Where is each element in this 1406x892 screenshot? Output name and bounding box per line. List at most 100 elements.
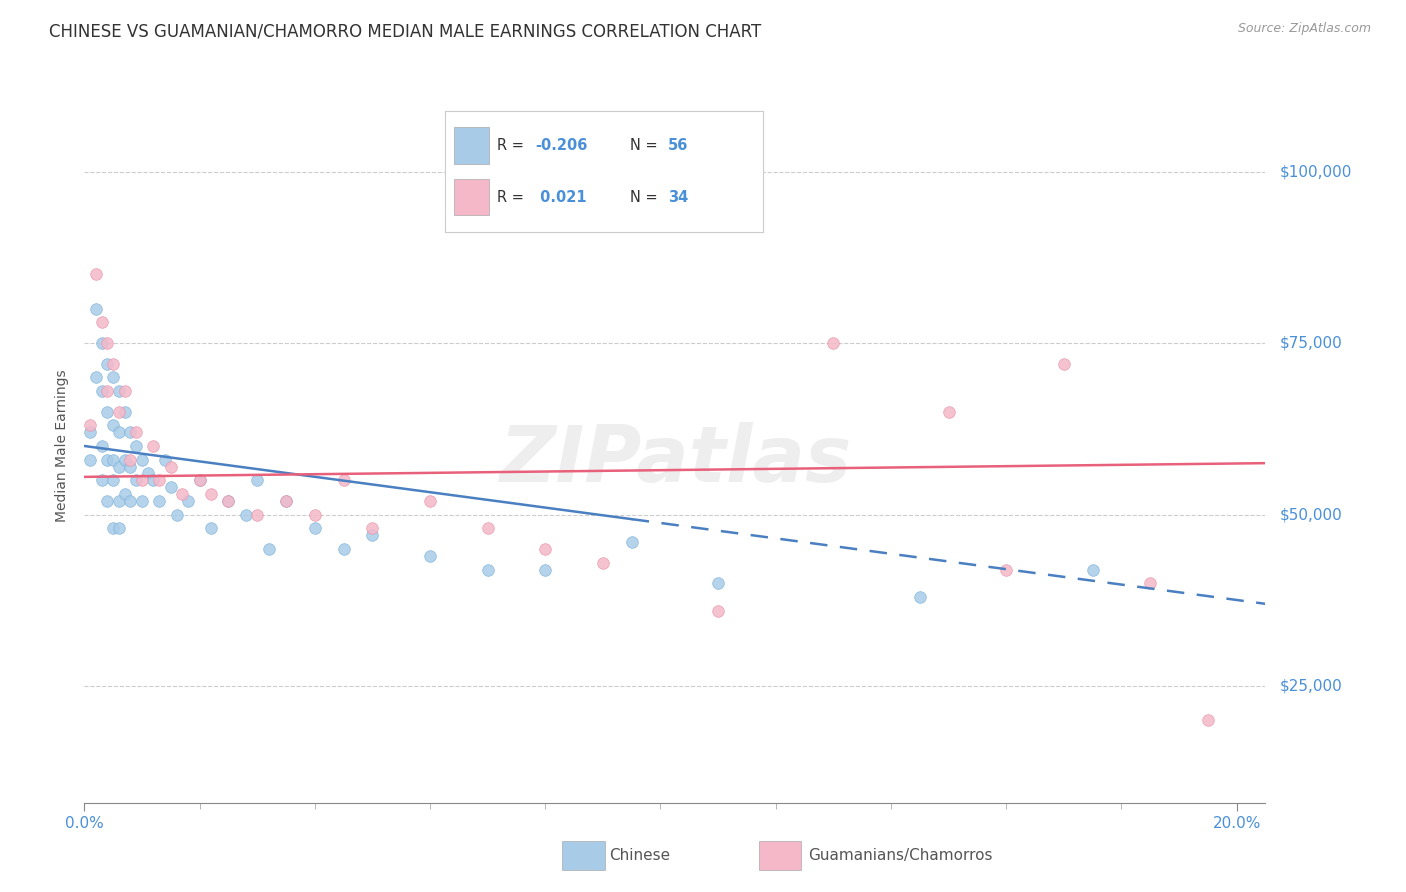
Point xyxy=(96,357,118,371)
Point xyxy=(96,384,118,398)
Point xyxy=(101,473,124,487)
Point xyxy=(1081,562,1104,576)
Point xyxy=(90,473,112,487)
Point xyxy=(96,405,118,419)
Text: Chinese: Chinese xyxy=(609,848,669,863)
Point xyxy=(131,473,153,487)
Point xyxy=(477,562,499,576)
Point xyxy=(304,521,326,535)
Point xyxy=(125,439,148,453)
Point xyxy=(188,473,211,487)
Point xyxy=(177,494,200,508)
Text: $75,000: $75,000 xyxy=(1279,335,1343,351)
Point xyxy=(938,405,960,419)
Point xyxy=(188,473,211,487)
Point xyxy=(274,494,297,508)
Point xyxy=(120,494,142,508)
Point xyxy=(101,521,124,535)
Y-axis label: Median Male Earnings: Median Male Earnings xyxy=(55,369,69,523)
Point xyxy=(136,467,159,481)
Point xyxy=(592,556,614,570)
Point xyxy=(534,562,557,576)
Point xyxy=(200,521,222,535)
Point xyxy=(142,473,165,487)
Point xyxy=(84,370,107,384)
Point xyxy=(131,452,153,467)
Point xyxy=(79,452,101,467)
Point xyxy=(148,473,170,487)
Point xyxy=(108,425,131,440)
Text: $100,000: $100,000 xyxy=(1279,164,1351,179)
Point xyxy=(114,405,136,419)
Point xyxy=(114,452,136,467)
Point xyxy=(84,268,107,282)
Point xyxy=(332,473,354,487)
Point xyxy=(707,604,730,618)
Point xyxy=(101,370,124,384)
Point xyxy=(108,494,131,508)
Point xyxy=(142,439,165,453)
Point xyxy=(217,494,239,508)
Point xyxy=(908,590,931,604)
Point xyxy=(172,487,194,501)
Point xyxy=(419,549,441,563)
Point xyxy=(96,494,118,508)
Text: $50,000: $50,000 xyxy=(1279,508,1343,522)
Point xyxy=(108,459,131,474)
Point xyxy=(79,418,101,433)
Point xyxy=(1139,576,1161,591)
Point xyxy=(120,459,142,474)
Text: Source: ZipAtlas.com: Source: ZipAtlas.com xyxy=(1237,22,1371,36)
Point xyxy=(84,301,107,316)
Point xyxy=(114,384,136,398)
Point xyxy=(707,576,730,591)
Point xyxy=(217,494,239,508)
Text: ZIPatlas: ZIPatlas xyxy=(499,422,851,499)
Point xyxy=(90,384,112,398)
Text: CHINESE VS GUAMANIAN/CHAMORRO MEDIAN MALE EARNINGS CORRELATION CHART: CHINESE VS GUAMANIAN/CHAMORRO MEDIAN MAL… xyxy=(49,22,762,40)
Point xyxy=(108,405,131,419)
Text: Guamanians/Chamorros: Guamanians/Chamorros xyxy=(808,848,993,863)
Point xyxy=(361,528,384,542)
Point xyxy=(90,439,112,453)
Point xyxy=(114,487,136,501)
Point xyxy=(620,535,643,549)
Point xyxy=(166,508,188,522)
Point xyxy=(125,473,148,487)
Point xyxy=(90,336,112,351)
Point xyxy=(148,494,170,508)
Point xyxy=(108,521,131,535)
Point xyxy=(1197,714,1219,728)
Point xyxy=(159,480,181,494)
Point xyxy=(96,452,118,467)
Point xyxy=(125,425,148,440)
Point xyxy=(120,425,142,440)
Point xyxy=(246,473,269,487)
Point xyxy=(274,494,297,508)
Point xyxy=(101,357,124,371)
Point xyxy=(90,316,112,330)
Point xyxy=(534,541,557,556)
Point xyxy=(823,336,845,351)
Point xyxy=(101,452,124,467)
Point xyxy=(477,521,499,535)
Point xyxy=(96,336,118,351)
Point xyxy=(200,487,222,501)
Point xyxy=(419,494,441,508)
Point xyxy=(995,562,1018,576)
Point xyxy=(159,459,181,474)
Point xyxy=(108,384,131,398)
Point xyxy=(153,452,176,467)
Point xyxy=(332,541,354,556)
Point xyxy=(101,418,124,433)
Point xyxy=(361,521,384,535)
Point xyxy=(304,508,326,522)
Text: $25,000: $25,000 xyxy=(1279,679,1343,694)
Point xyxy=(79,425,101,440)
Point xyxy=(257,541,280,556)
Point xyxy=(235,508,257,522)
Point xyxy=(246,508,269,522)
Point xyxy=(131,494,153,508)
Point xyxy=(120,452,142,467)
Point xyxy=(1053,357,1076,371)
